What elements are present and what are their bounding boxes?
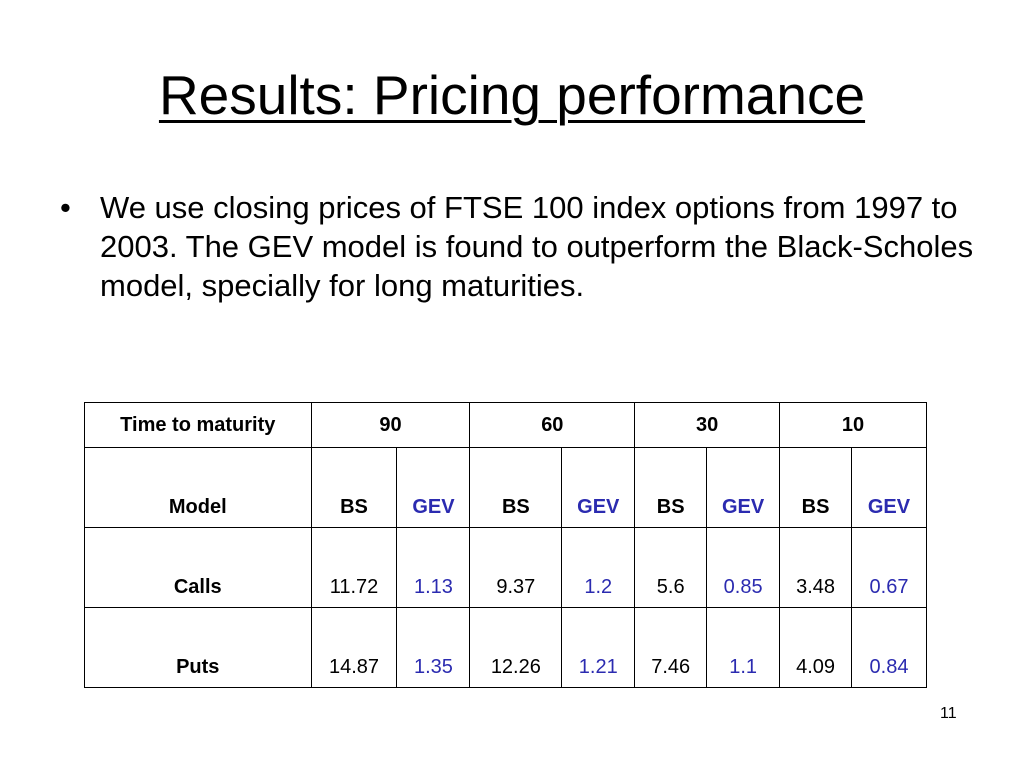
value-cell-gev: 0.84 <box>851 607 927 688</box>
model-label: Model <box>84 447 312 528</box>
slide-title-text: Results: Pricing performance <box>158 64 866 126</box>
table-header-row: Time to maturity 90 60 30 10 <box>84 402 927 448</box>
value-cell-gev: 0.85 <box>706 527 781 608</box>
value-cell-gev: 1.13 <box>396 527 471 608</box>
value-cell-bs: 3.48 <box>779 527 853 608</box>
maturity-header: 60 <box>469 402 636 448</box>
value-cell-bs: 14.87 <box>310 607 398 688</box>
value-cell-gev: 1.21 <box>561 607 636 688</box>
row-label-puts: Puts <box>84 607 312 688</box>
maturity-header: 10 <box>779 402 927 448</box>
model-cell-gev: GEV <box>706 447 781 528</box>
maturity-header: 90 <box>310 402 471 448</box>
table-model-row: Model BS GEV BS GEV BS GEV BS GEV <box>84 447 927 528</box>
bullet-dot-icon: • <box>60 190 71 225</box>
value-cell-bs: 12.26 <box>469 607 563 688</box>
value-cell-bs: 5.6 <box>634 527 708 608</box>
model-cell-gev: GEV <box>851 447 927 528</box>
model-cell-bs: BS <box>469 447 563 528</box>
model-cell-gev: GEV <box>396 447 471 528</box>
page-number: 11 <box>940 705 957 722</box>
model-cell-gev: GEV <box>561 447 636 528</box>
value-cell-gev: 1.1 <box>706 607 781 688</box>
value-cell-gev: 1.35 <box>396 607 471 688</box>
model-cell-bs: BS <box>779 447 853 528</box>
header-time-to-maturity: Time to maturity <box>84 402 312 448</box>
value-cell-bs: 7.46 <box>634 607 708 688</box>
model-cell-bs: BS <box>634 447 708 528</box>
bullet-text: We use closing prices of FTSE 100 index … <box>100 190 974 303</box>
value-cell-bs: 4.09 <box>779 607 853 688</box>
table-row: Puts 14.87 1.35 12.26 1.21 7.46 1.1 4.09… <box>84 607 927 688</box>
row-label-calls: Calls <box>84 527 312 608</box>
value-cell-gev: 1.2 <box>561 527 636 608</box>
maturity-header: 30 <box>634 402 781 448</box>
value-cell-bs: 11.72 <box>310 527 398 608</box>
model-cell-bs: BS <box>310 447 398 528</box>
table-row: Calls 11.72 1.13 9.37 1.2 5.6 0.85 3.48 … <box>84 527 927 608</box>
results-table: Time to maturity 90 60 30 10 Model BS GE… <box>84 402 927 688</box>
slide-title: Results: Pricing performance <box>0 62 1024 128</box>
value-cell-bs: 9.37 <box>469 527 563 608</box>
value-cell-gev: 0.67 <box>851 527 927 608</box>
